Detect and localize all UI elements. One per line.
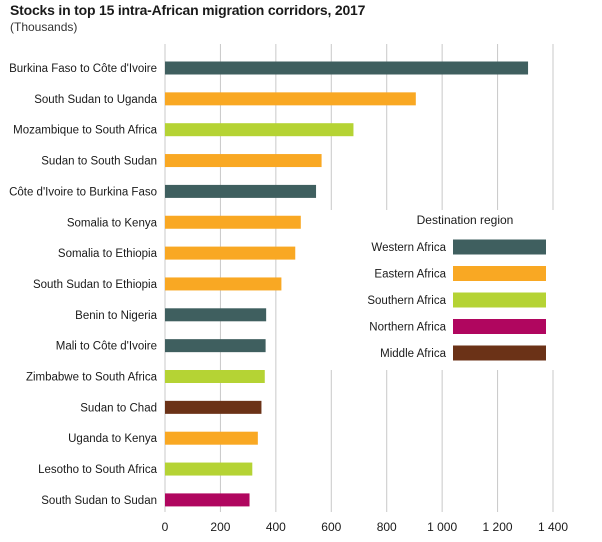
x-tick-label: 400 [266,520,286,534]
bar-c-te-d-ivoire-to-burkina-faso [165,184,317,198]
bar-south-sudan-to-uganda [165,92,416,106]
bar-mali-to-c-te-d-ivoire [165,339,266,353]
x-tick-label: 200 [210,520,230,534]
chart-title: Stocks in top 15 intra-African migration… [10,2,366,18]
bar-mozambique-to-south-africa [165,123,354,137]
bar-south-sudan-to-ethiopia [165,277,282,291]
category-label: Mozambique to South Africa [13,125,157,137]
category-labels: Burkina Faso to Côte d'Ivoire South Sudan… [9,63,158,507]
bar-uganda-to-kenya [165,431,258,445]
legend-swatch-southern-africa [453,292,546,308]
category-label: South Sudan to Uganda [34,94,157,106]
legend-label: Northern Africa [369,322,446,334]
legend-background [330,210,570,370]
x-tick-label: 800 [377,520,397,534]
category-label: Sudan to South Sudan [41,156,157,168]
category-label: Somalia to Ethiopia [58,248,158,260]
category-label: Sudan to Chad [80,402,157,414]
x-tick-label: 1 400 [538,520,568,534]
category-label: South Sudan to Ethiopia [33,279,158,291]
bar-benin-to-nigeria [165,308,267,322]
category-label: Somalia to Kenya [67,217,158,229]
x-tick-label: 1 000 [427,520,457,534]
bar-sudan-to-chad [165,400,262,414]
legend-swatch-northern-africa [453,319,546,334]
legend-swatch-western-africa [453,239,546,255]
x-axis-tick-labels: 0 200 400 600 800 1 000 1 200 1 400 [162,520,569,534]
legend-label: Middle Africa [380,348,446,360]
bar-south-sudan-to-sudan [165,493,250,507]
category-label: Côte d'Ivoire to Burkina Faso [9,186,157,198]
category-label: Uganda to Kenya [68,433,157,445]
legend: Destination region Western Africa Eastern … [330,210,570,370]
category-label: South Sudan to Sudan [41,495,157,507]
bar-burkina-faso-to-c-te-d-ivoire [165,61,529,75]
legend-swatch-eastern-africa [453,266,546,281]
category-label: Burkina Faso to Côte d'Ivoire [9,63,157,75]
legend-label: Western Africa [371,242,446,254]
bars [165,61,529,507]
x-tick-label: 0 [162,520,169,534]
x-tick-label: 600 [321,520,341,534]
bar-lesotho-to-south-africa [165,462,253,476]
bar-somalia-to-kenya [165,215,301,229]
x-tick-label: 1 200 [483,520,513,534]
bar-somalia-to-ethiopia [165,246,296,260]
category-label: Benin to Nigeria [75,310,157,322]
category-label: Mali to Côte d'Ivoire [56,341,157,353]
category-label: Zimbabwe to South Africa [26,372,158,384]
legend-label: Southern Africa [367,295,446,307]
legend-title: Destination region [417,213,514,227]
legend-label: Eastern Africa [374,269,446,281]
chart-subtitle: (Thousands) [10,20,78,34]
bar-zimbabwe-to-south-africa [165,370,265,383]
bar-sudan-to-south-sudan [165,154,322,168]
category-label: Lesotho to South Africa [38,464,158,476]
legend-swatch-middle-africa [453,345,546,361]
